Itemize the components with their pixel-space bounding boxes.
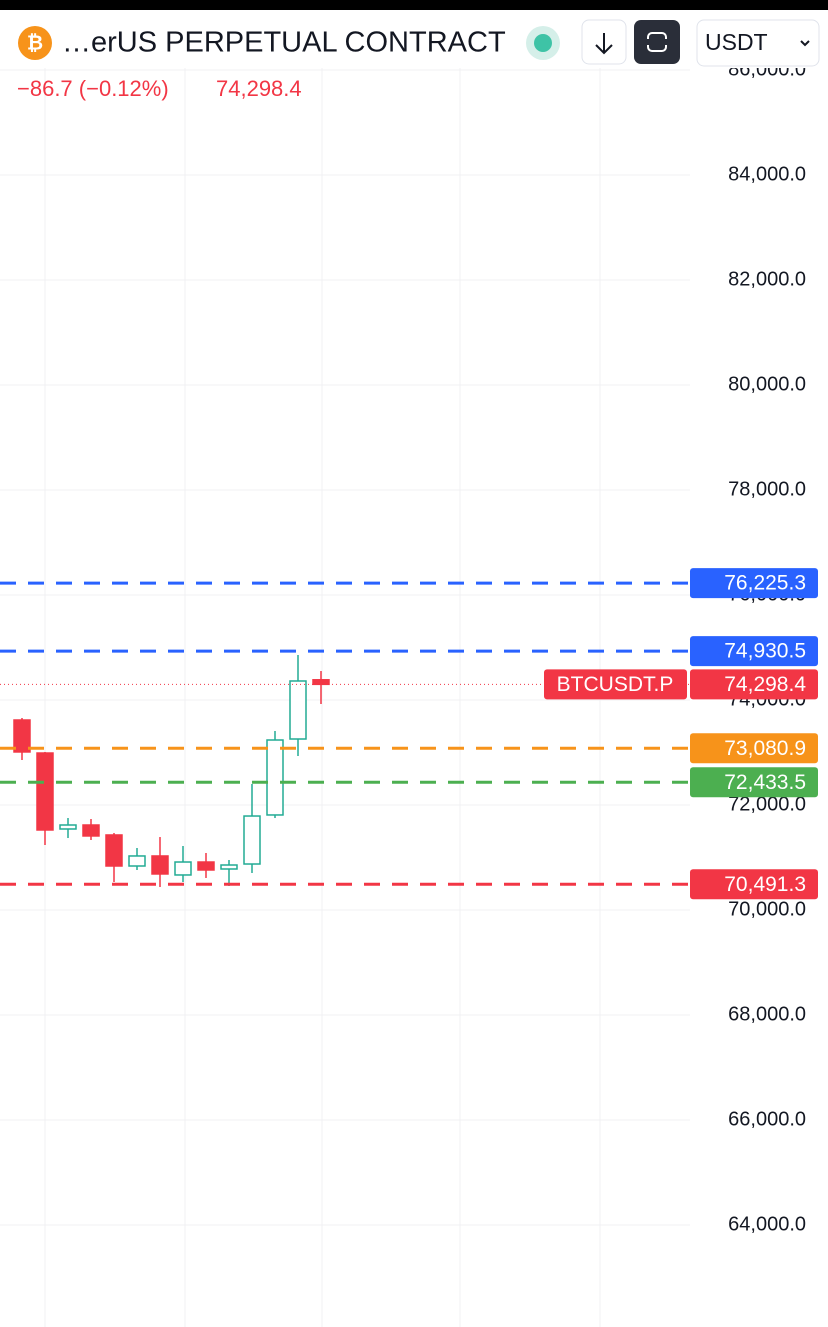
price-label-bg bbox=[690, 733, 818, 764]
price-change: −86.7 (−0.12%) bbox=[17, 76, 169, 101]
price-label-bg bbox=[690, 636, 818, 667]
candle-body bbox=[266, 739, 284, 816]
y-tick-label: 78,000.0 bbox=[728, 478, 806, 500]
price-label-bg bbox=[690, 568, 818, 599]
candle-body bbox=[174, 861, 192, 876]
y-tick-label: 70,000.0 bbox=[728, 898, 806, 920]
y-tick-label: 64,000.0 bbox=[728, 1213, 806, 1235]
status-bar bbox=[0, 0, 828, 10]
download-icon bbox=[595, 33, 613, 55]
symbol-title[interactable]: …erUS PERPETUAL CONTRACT bbox=[62, 27, 506, 59]
select-caret bbox=[800, 40, 810, 47]
price-label: 70,491.3 bbox=[724, 873, 806, 896]
grid bbox=[44, 0, 601, 1327]
candle-body bbox=[289, 680, 307, 740]
candle-body bbox=[151, 855, 169, 875]
y-tick-label: 72,000.0 bbox=[728, 793, 806, 815]
last-price-header: 74,298.4 bbox=[216, 76, 302, 101]
currency-label: USDT bbox=[705, 29, 768, 55]
price-label: 74,930.5 bbox=[724, 640, 806, 663]
y-tick-label: 82,000.0 bbox=[728, 268, 806, 290]
candle-body bbox=[220, 864, 238, 870]
symbol-label-bg bbox=[544, 669, 687, 700]
y-tick-label: 66,000.0 bbox=[728, 1108, 806, 1130]
currency-select[interactable] bbox=[696, 19, 820, 67]
candle-body bbox=[105, 834, 123, 867]
candle-body bbox=[128, 855, 146, 867]
candle-body bbox=[243, 815, 261, 865]
y-tick-label: 84,000.0 bbox=[728, 163, 806, 185]
last-price-label: 74,298.4 bbox=[724, 673, 806, 696]
candle-body bbox=[197, 861, 215, 871]
coin-symbol: ₿ bbox=[27, 32, 43, 54]
price-label: 76,225.3 bbox=[724, 572, 806, 595]
candle-body bbox=[36, 752, 54, 831]
candle-body bbox=[13, 719, 31, 753]
y-tick-label: 68,000.0 bbox=[728, 1003, 806, 1025]
symbol-label: BTCUSDT.P bbox=[557, 673, 674, 696]
header: ₿ …erUS PERPETUAL CONTRACT USDT bbox=[0, 0, 828, 68]
price-label: 73,080.9 bbox=[724, 737, 806, 760]
candle-body bbox=[82, 824, 100, 837]
header-bg bbox=[0, 0, 828, 68]
last-price-label-bg bbox=[690, 669, 818, 700]
candle-body bbox=[59, 824, 77, 830]
coin-icon bbox=[18, 26, 52, 60]
price-label-bg bbox=[690, 869, 818, 900]
candle-body bbox=[312, 679, 330, 686]
y-tick-label: 80,000.0 bbox=[728, 373, 806, 395]
price-label: 72,433.5 bbox=[724, 771, 806, 794]
status-dot bbox=[534, 34, 552, 52]
price-label-bg bbox=[690, 767, 818, 798]
